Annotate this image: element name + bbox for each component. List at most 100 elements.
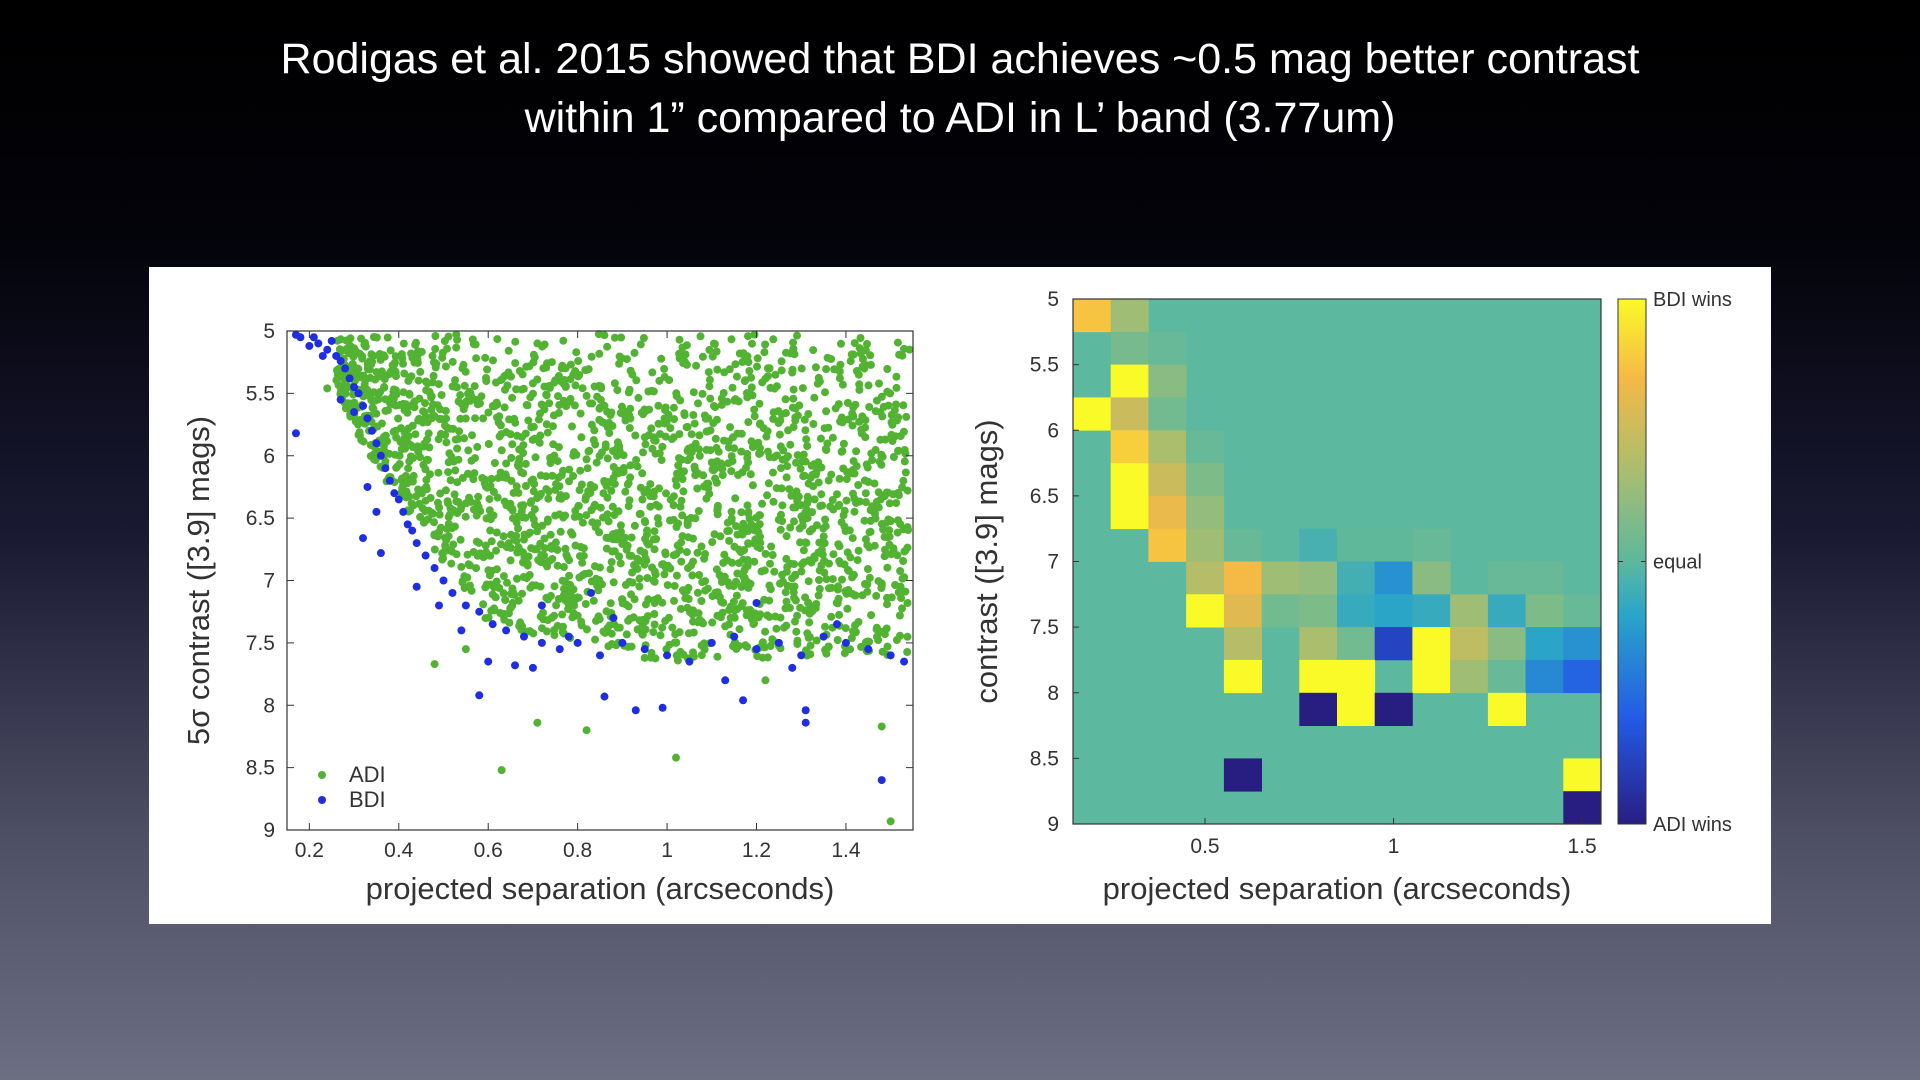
adi-point xyxy=(811,470,820,479)
adi-point xyxy=(508,393,517,402)
adi-point xyxy=(449,382,458,391)
adi-point xyxy=(546,459,555,468)
bdi-point xyxy=(412,582,421,591)
adi-point xyxy=(842,496,851,505)
adi-point xyxy=(675,628,684,637)
adi-point xyxy=(415,394,424,403)
adi-point xyxy=(349,351,358,360)
adi-point xyxy=(460,381,469,390)
adi-point xyxy=(784,426,793,435)
adi-point xyxy=(614,466,623,475)
adi-point xyxy=(595,452,604,460)
adi-point xyxy=(428,414,436,423)
adi-point xyxy=(894,489,902,497)
adi-point xyxy=(559,577,568,586)
adi-point xyxy=(877,460,886,469)
adi-point xyxy=(775,430,784,439)
adi-point xyxy=(394,414,403,423)
bdi-point xyxy=(403,520,412,529)
bdi-point xyxy=(291,429,300,438)
adi-point xyxy=(502,459,511,468)
adi-point xyxy=(713,611,722,620)
adi-point xyxy=(339,346,347,355)
adi-point xyxy=(849,489,857,498)
adi-point xyxy=(615,359,624,368)
adi-point xyxy=(522,362,531,371)
adi-point xyxy=(767,542,776,551)
adi-point xyxy=(824,476,833,485)
adi-point xyxy=(727,335,736,344)
bdi-point xyxy=(752,645,761,654)
adi-point xyxy=(582,511,591,520)
adi-point xyxy=(440,337,449,346)
adi-point xyxy=(750,405,759,414)
adi-point xyxy=(540,382,549,391)
adi-point xyxy=(821,388,829,397)
adi-point xyxy=(452,330,461,339)
adi-point xyxy=(454,397,463,406)
bdi-point xyxy=(788,663,797,672)
adi-point xyxy=(622,630,631,639)
adi-point xyxy=(750,412,759,421)
adi-point xyxy=(867,449,876,458)
adi-point xyxy=(486,482,495,490)
adi-point xyxy=(900,457,909,466)
adi-point xyxy=(901,449,910,458)
heatmap-cell xyxy=(1525,561,1564,595)
adi-point xyxy=(556,527,565,536)
adi-point xyxy=(858,591,867,600)
adi-point xyxy=(511,418,520,427)
colorbar-label: BDI wins xyxy=(1653,289,1732,311)
adi-point xyxy=(656,631,665,640)
adi-point xyxy=(786,523,795,532)
scatter-y-tick-label: 6 xyxy=(263,445,275,468)
adi-point xyxy=(657,456,666,465)
adi-point xyxy=(553,545,562,554)
adi-point xyxy=(808,508,817,517)
adi-point xyxy=(507,453,516,462)
adi-point xyxy=(350,398,359,407)
adi-point xyxy=(895,611,904,620)
bdi-point xyxy=(502,626,511,635)
adi-point xyxy=(553,561,562,570)
heatmap-y-tick-label: 6 xyxy=(1047,419,1059,442)
adi-point xyxy=(407,349,416,358)
adi-point xyxy=(788,574,797,583)
adi-point xyxy=(543,595,552,604)
adi-point xyxy=(434,380,443,389)
adi-point xyxy=(748,443,757,451)
adi-point xyxy=(610,333,619,342)
adi-point xyxy=(436,405,445,414)
adi-point xyxy=(561,492,570,501)
heatmap-cell xyxy=(1148,495,1187,530)
adi-point xyxy=(870,479,879,488)
adi-point xyxy=(702,427,711,436)
scatter-x-tick-label: 1 xyxy=(661,839,673,862)
bdi-point xyxy=(435,601,444,610)
adi-point xyxy=(666,424,675,433)
scatter-y-axis-label: 5σ contrast ([3.9] mags) xyxy=(181,416,216,745)
adi-point xyxy=(548,471,557,480)
adi-point xyxy=(429,371,438,380)
adi-point xyxy=(743,561,752,570)
adi-point xyxy=(800,415,809,424)
adi-point xyxy=(883,593,891,602)
adi-point xyxy=(475,538,483,547)
adi-point xyxy=(456,535,465,544)
adi-point xyxy=(503,578,511,587)
adi-point xyxy=(675,454,683,463)
adi-point xyxy=(369,388,378,397)
adi-point xyxy=(897,594,906,603)
adi-point xyxy=(789,588,798,597)
adi-point xyxy=(602,533,611,542)
adi-point xyxy=(658,598,667,607)
bdi-point xyxy=(801,706,810,715)
adi-point xyxy=(502,501,511,510)
adi-point xyxy=(411,430,420,439)
adi-point xyxy=(865,528,874,537)
adi-point xyxy=(853,556,862,565)
adi-point xyxy=(514,596,523,605)
adi-point xyxy=(769,468,777,477)
adi-point xyxy=(456,391,465,400)
adi-point xyxy=(836,417,845,426)
